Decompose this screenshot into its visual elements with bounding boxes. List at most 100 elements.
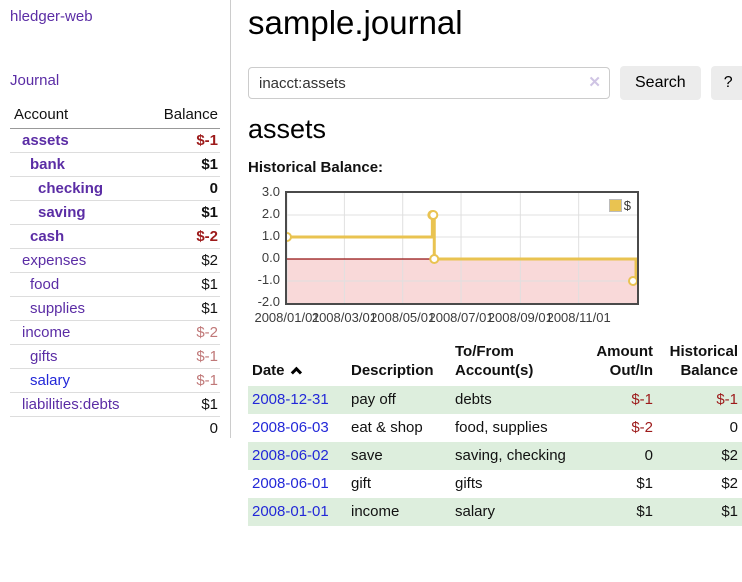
account-row: saving $1 <box>10 200 220 225</box>
account-balance: $1 <box>146 152 220 177</box>
account-row: bank $1 <box>10 152 220 177</box>
account-link[interactable]: gifts <box>30 348 58 365</box>
transaction-date-link[interactable]: 2008-12-31 <box>252 391 329 408</box>
chart-svg <box>287 193 637 303</box>
transaction-accounts: salary <box>455 503 496 520</box>
accounts-header-account: Account <box>10 103 147 129</box>
accounts-total-row: 0 <box>10 416 220 440</box>
transaction-accounts: saving, checking <box>455 447 566 464</box>
transaction-date-link[interactable]: 2008-06-02 <box>252 447 329 464</box>
transaction-balance: $2 <box>721 447 738 464</box>
account-title: assets <box>248 114 327 144</box>
transaction-balance: 0 <box>729 419 738 436</box>
register-table: Date Description To/From Account(s) Amou… <box>248 340 742 526</box>
transaction-date-link[interactable]: 2008-06-03 <box>252 419 329 436</box>
transaction-accounts: food, supplies <box>455 419 548 436</box>
transaction-date-link[interactable]: 2008-01-01 <box>252 503 329 520</box>
transaction-balance: $2 <box>721 475 738 492</box>
account-balance: $-2 <box>146 320 220 345</box>
account-balance: $-1 <box>146 344 220 369</box>
account-balance: $1 <box>146 272 220 297</box>
account-balance: $-1 <box>146 128 220 153</box>
account-link[interactable]: cash <box>30 228 65 245</box>
historical-balance-chart: $ 3.0 2.0 1.0 0.0 -1.0 -2.0 2008/01/01 2008/03/… <box>248 185 742 326</box>
x-axis-tick-label: 2008/07/01 <box>428 310 494 325</box>
chart-legend: $ <box>608 198 631 213</box>
account-row: expenses $2 <box>10 248 220 273</box>
accounts-table: Account Balance assets $-1 bank $1 checking 0… <box>10 103 220 440</box>
register-row: 2008-06-02 save saving, checking 0 $2 <box>248 442 742 470</box>
search-form: ✕ Search ? <box>248 66 742 100</box>
transaction-date-link[interactable]: 2008-06-01 <box>252 475 329 492</box>
transaction-amount: $-2 <box>631 419 653 436</box>
account-link[interactable]: liabilities:debts <box>22 396 120 413</box>
transaction-amount: $-1 <box>631 391 653 408</box>
transaction-accounts: debts <box>455 391 492 408</box>
transaction-balance: $-1 <box>716 391 738 408</box>
brand-link[interactable]: hledger-web <box>10 8 93 25</box>
transaction-amount: 0 <box>644 447 653 464</box>
sidebar-item-journal[interactable]: Journal <box>10 72 60 89</box>
search-input[interactable] <box>248 67 610 99</box>
accounts-header-balance: Balance <box>146 103 220 129</box>
register-header-accounts: To/From Account(s) <box>455 343 534 379</box>
sidebar: hledger-web Journal Account Balance asse… <box>0 0 231 440</box>
register-header-amount: Amount Out/In <box>596 343 653 379</box>
transaction-amount: $1 <box>636 503 653 520</box>
x-axis-tick-label: 2008/03/01 <box>311 310 377 325</box>
transaction-description: save <box>351 447 383 464</box>
register-row: 2008-06-01 gift gifts $1 $2 <box>248 470 742 498</box>
account-link[interactable]: salary <box>30 372 71 389</box>
clear-search-icon[interactable]: ✕ <box>588 74 601 91</box>
x-axis-tick-label: 2008/11/01 <box>546 310 611 325</box>
help-button[interactable]: ? <box>710 66 742 100</box>
account-balance: $1 <box>146 296 220 321</box>
register-header-description: Description <box>351 362 434 379</box>
main-content: sample.journal ✕ Search ? assets Histori… <box>248 0 742 526</box>
account-link[interactable]: checking <box>38 180 104 197</box>
account-row: income $-2 <box>10 320 220 345</box>
register-header-date[interactable]: Date <box>248 340 347 386</box>
chart-plot-area: $ <box>285 191 639 305</box>
account-row: salary $-1 <box>10 368 220 393</box>
account-balance: $-2 <box>146 224 220 249</box>
account-link[interactable]: saving <box>38 204 86 221</box>
account-row: checking 0 <box>10 176 220 201</box>
legend-swatch-icon <box>608 199 622 212</box>
account-link[interactable]: bank <box>30 156 66 173</box>
account-link[interactable]: supplies <box>30 300 86 317</box>
account-row: gifts $-1 <box>10 344 220 369</box>
account-balance: $1 <box>146 200 220 225</box>
account-row: assets $-1 <box>10 128 220 153</box>
y-axis-tick-label: 0.0 <box>261 250 280 265</box>
transaction-description: gift <box>351 475 372 492</box>
accounts-total-value: 0 <box>146 416 220 440</box>
account-link[interactable]: income <box>22 324 71 341</box>
legend-label: $ <box>623 198 631 213</box>
transaction-amount: $1 <box>636 475 653 492</box>
sort-ascending-icon[interactable] <box>290 366 302 379</box>
account-link[interactable]: assets <box>22 132 69 149</box>
register-row: 2008-06-03 eat & shop food, supplies $-2 0 <box>248 414 742 442</box>
x-axis-tick-label: 2008/01/01 <box>254 310 320 325</box>
transaction-accounts: gifts <box>455 475 483 492</box>
page-title: sample.journal <box>248 4 463 41</box>
y-axis-tick-label: -1.0 <box>257 272 280 287</box>
account-link[interactable]: food <box>30 276 60 293</box>
register-row: 2008-01-01 income salary $1 $1 <box>248 498 742 526</box>
x-axis-tick-label: 2008/05/01 <box>370 310 436 325</box>
search-button[interactable]: Search <box>620 66 701 100</box>
y-axis-tick-label: 2.0 <box>261 206 280 221</box>
account-row: cash $-2 <box>10 224 220 249</box>
account-link[interactable]: expenses <box>22 252 87 269</box>
account-row: liabilities:debts $1 <box>10 392 220 417</box>
y-axis-tick-label: 1.0 <box>261 228 280 243</box>
x-axis-tick-label: 2008/09/01 <box>487 310 553 325</box>
account-balance: $1 <box>146 392 220 417</box>
account-balance: $-1 <box>146 368 220 393</box>
transaction-description: pay off <box>351 391 396 408</box>
register-header-row: Date Description To/From Account(s) Amou… <box>248 340 742 386</box>
account-balance: $2 <box>146 248 220 273</box>
account-row: food $1 <box>10 272 220 297</box>
account-balance: 0 <box>146 176 220 201</box>
